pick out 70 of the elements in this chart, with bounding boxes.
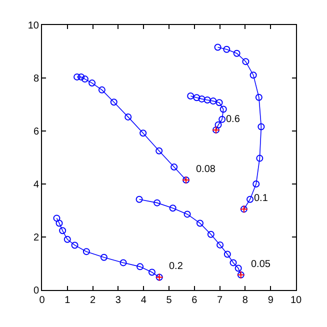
x-tick-label: 9 (268, 295, 274, 306)
x-tick-label: 5 (166, 295, 172, 306)
x-tick-label: 7 (217, 295, 224, 306)
point (214, 121, 222, 128)
point (148, 268, 156, 276)
point (82, 248, 90, 256)
y-tick-label: 2 (33, 232, 40, 244)
point (78, 73, 85, 80)
point (120, 259, 127, 266)
point (56, 220, 63, 227)
x-tick-label: 2 (90, 295, 96, 306)
point (53, 214, 60, 222)
point (230, 259, 237, 266)
annotation: 0.6 (226, 114, 240, 125)
x-tick-label: 3 (115, 295, 122, 306)
point (100, 254, 108, 261)
x-tick-label: 1 (64, 295, 71, 306)
point (64, 236, 71, 243)
point (223, 46, 230, 53)
point (187, 92, 194, 100)
annotation: 0.2 (169, 261, 184, 272)
point (110, 98, 118, 106)
point (74, 73, 81, 80)
point (156, 147, 163, 154)
point (59, 227, 66, 234)
y-tick-label: 0 (33, 286, 40, 296)
point (242, 58, 250, 66)
point (193, 94, 200, 102)
point (218, 116, 226, 123)
point (234, 264, 242, 272)
point (71, 242, 78, 249)
y-tick-label: 6 (33, 126, 40, 138)
point (258, 123, 265, 130)
point (184, 210, 191, 218)
point (216, 99, 223, 106)
annotation: 0.08 (196, 164, 216, 175)
point (140, 130, 147, 137)
x-tick-label: 10 (290, 295, 302, 306)
point (210, 98, 217, 105)
point (154, 199, 161, 206)
point (81, 76, 88, 83)
point (220, 106, 227, 113)
point (136, 263, 144, 270)
x-tick-label: 4 (140, 295, 147, 306)
point (233, 50, 240, 57)
annotation: 0.05 (251, 259, 271, 270)
point (124, 113, 132, 120)
y-tick-label: 10 (28, 20, 40, 32)
annotation: 0.1 (254, 193, 268, 204)
point (250, 72, 257, 79)
point (252, 180, 260, 188)
point (196, 220, 204, 227)
point (256, 154, 264, 162)
y-tick-label: 8 (33, 74, 40, 84)
x-tick-label: 6 (192, 295, 198, 306)
point (204, 96, 211, 104)
point (214, 44, 222, 51)
y-tick-label: 4 (33, 180, 40, 190)
point (88, 80, 96, 87)
point (198, 95, 206, 102)
point (255, 94, 262, 101)
x-tick-label: 8 (242, 295, 248, 306)
point (169, 204, 176, 212)
point (207, 230, 214, 238)
point (136, 196, 143, 203)
point (224, 250, 231, 258)
point (98, 86, 106, 94)
point (216, 241, 224, 248)
point (170, 164, 178, 171)
point (246, 196, 254, 203)
